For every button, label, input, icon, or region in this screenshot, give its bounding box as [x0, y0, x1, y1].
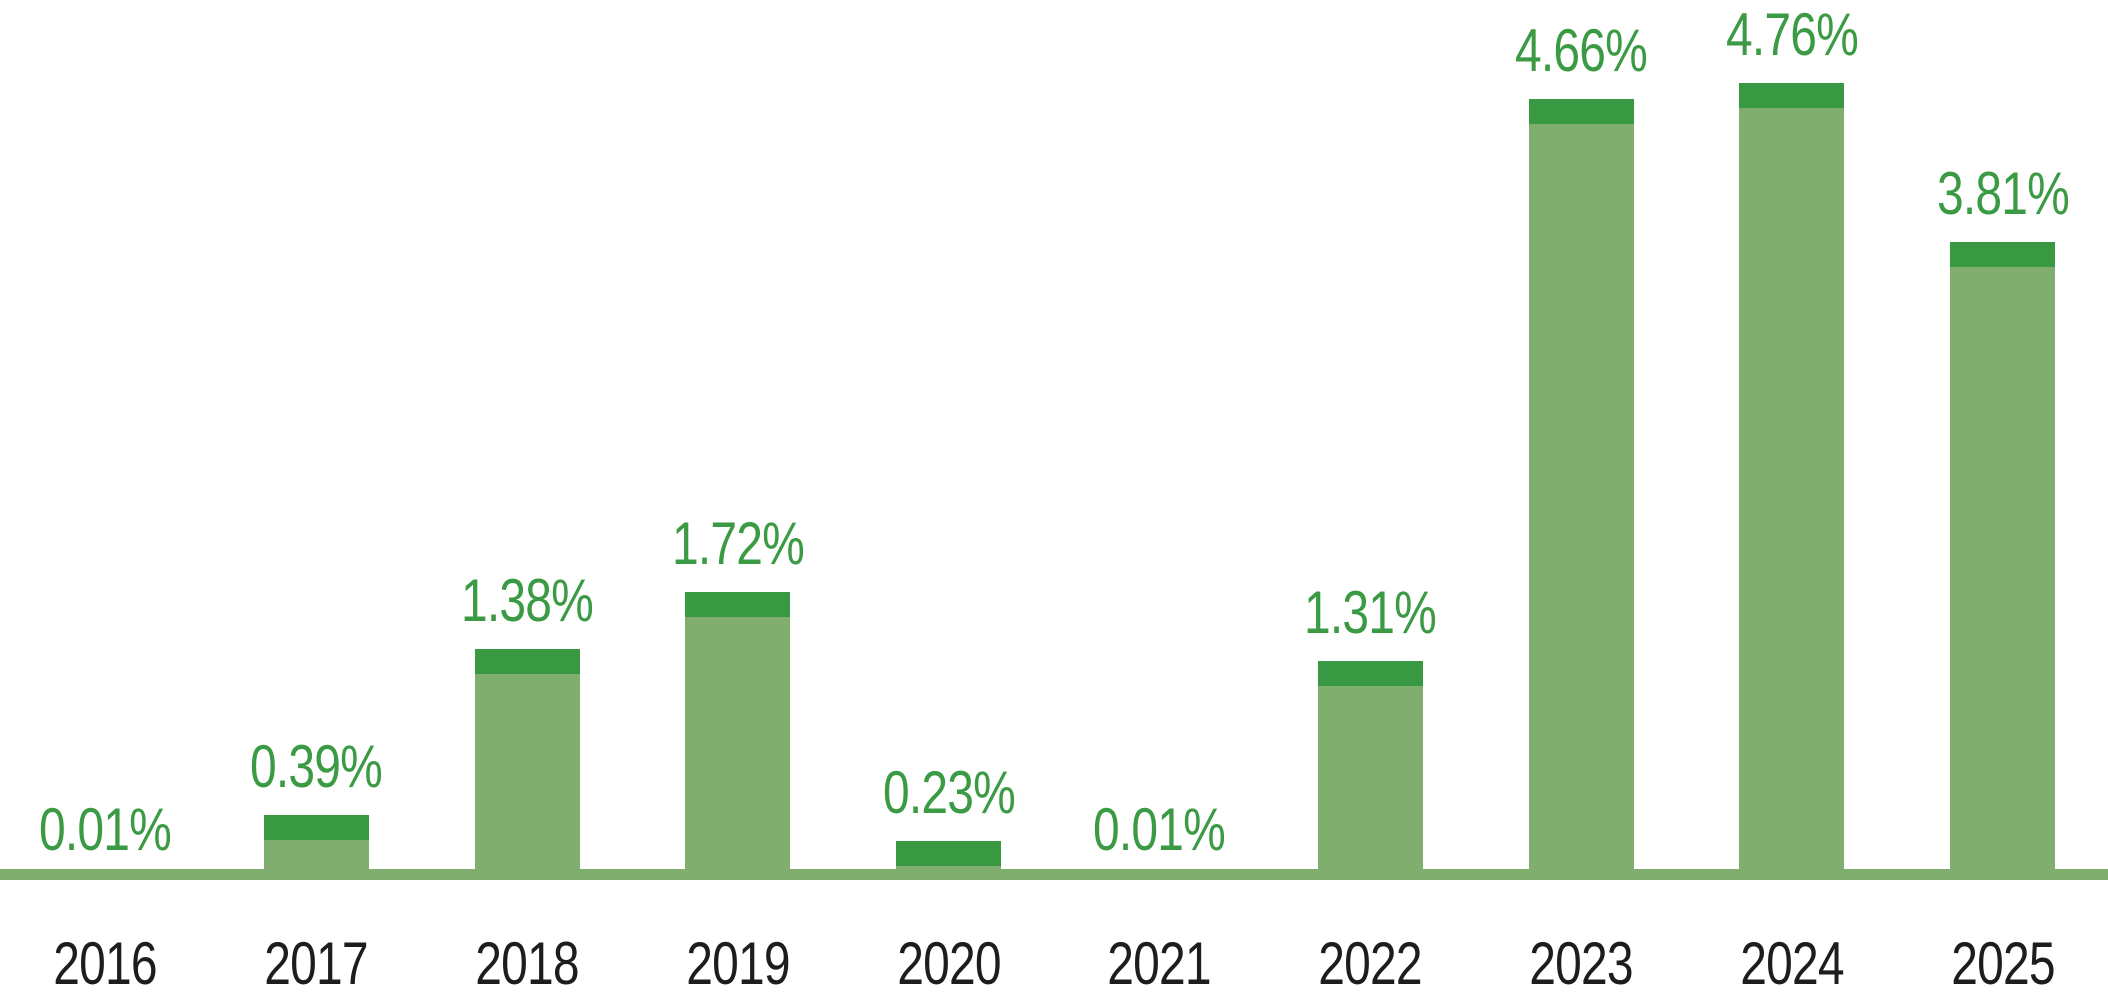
x-axis-baseline — [0, 869, 2108, 880]
bar-2025 — [1950, 241, 2056, 880]
bar-2024 — [1739, 82, 1845, 880]
bar-2018 — [474, 648, 580, 880]
year-label-2022: 2022 — [1318, 930, 1422, 997]
value-label-2024: 4.76% — [1725, 0, 1859, 68]
year-label-2023: 2023 — [1529, 930, 1633, 997]
year-label-2024: 2024 — [1740, 930, 1844, 997]
bar-cap-2018 — [474, 648, 580, 674]
bar-cap-2025 — [1950, 241, 2056, 267]
bar-cap-2022 — [1317, 660, 1423, 686]
value-label-2018: 1.38% — [460, 566, 594, 634]
value-label-2019: 1.72% — [671, 509, 805, 577]
bar-cap-2020 — [896, 841, 1002, 867]
bar-cap-2019 — [685, 591, 791, 617]
value-label-2017: 0.39% — [250, 732, 383, 800]
value-label-2025: 3.81% — [1936, 159, 2070, 227]
year-label-2019: 2019 — [686, 930, 790, 997]
bar-cap-2017 — [263, 814, 369, 840]
year-label-2021: 2021 — [1107, 930, 1212, 997]
year-label-2025: 2025 — [1950, 930, 2055, 997]
year-label-2020: 2020 — [896, 930, 1001, 997]
bar-cap-2024 — [1739, 82, 1845, 108]
year-label-2018: 2018 — [475, 930, 579, 997]
value-label-2021: 0.01% — [1093, 796, 1226, 864]
bar-2019 — [685, 591, 791, 880]
bar-2022 — [1317, 660, 1423, 880]
bar-cap-2023 — [1528, 99, 1634, 125]
value-label-2016: 0.01% — [39, 796, 172, 864]
value-label-2022: 1.31% — [1304, 578, 1437, 646]
year-label-2016: 2016 — [53, 930, 158, 997]
value-label-2020: 0.23% — [882, 759, 1016, 827]
year-label-2017: 2017 — [264, 930, 368, 997]
bar-2023 — [1528, 99, 1634, 880]
value-label-2023: 4.66% — [1514, 17, 1648, 85]
